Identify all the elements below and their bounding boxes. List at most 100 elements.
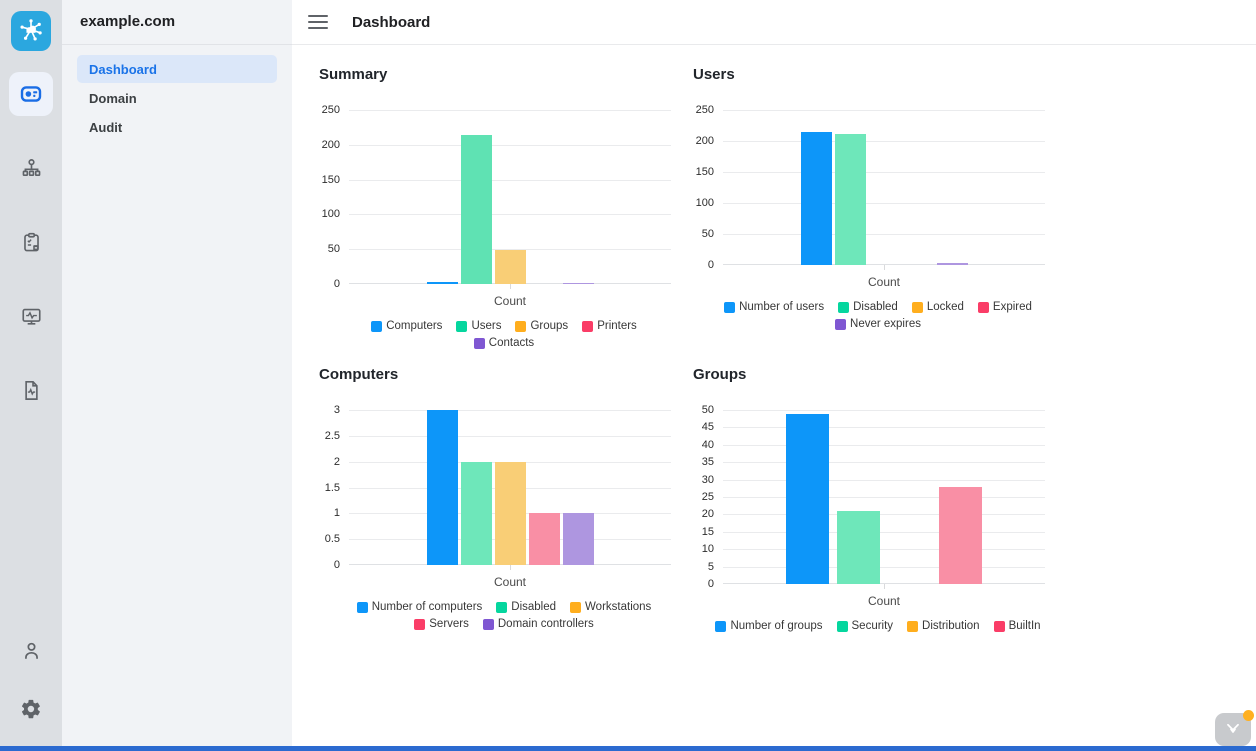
- legend-item-locked[interactable]: Locked: [911, 300, 964, 314]
- legend-item-servers[interactable]: Servers: [414, 617, 469, 631]
- legend-item-number-of-users[interactable]: Number of users: [724, 300, 824, 314]
- app-logo-button[interactable]: [11, 11, 51, 51]
- chart-legend: Number of users Disabled Locked Expired Neve…: [693, 300, 1045, 331]
- legend-item-expired[interactable]: Expired: [977, 300, 1032, 314]
- gridline: [723, 427, 1045, 429]
- legend-item-domain-controllers[interactable]: Domain controllers: [482, 617, 594, 631]
- y-axis-tick-label: 200: [321, 138, 340, 151]
- chart-title: Summary: [319, 66, 388, 83]
- legend-item-security[interactable]: Security: [836, 619, 894, 633]
- gridline: [349, 144, 671, 146]
- sidebar-nav: Dashboard Domain Audit: [62, 45, 292, 151]
- settings-button[interactable]: [18, 697, 44, 723]
- legend-item-contacts[interactable]: Contacts: [473, 336, 534, 350]
- bar-disabled[interactable]: [834, 134, 866, 265]
- file-activity-icon: [20, 379, 43, 402]
- bar-domain-controllers[interactable]: [562, 513, 594, 565]
- legend-label: Groups: [530, 320, 569, 332]
- bar-number-of-computers[interactable]: [426, 410, 458, 565]
- chart-groups: Groups 0 5 10 15 20 25 30 35 40 45 50 Count Number…: [693, 366, 1045, 633]
- chart-users: Users 0 50 100 150 200 250 Count Number of us…: [693, 66, 1045, 350]
- rail-bottom: [18, 639, 44, 723]
- chart-title: Computers: [319, 366, 399, 383]
- bar-servers[interactable]: [528, 513, 560, 565]
- gridline: [723, 531, 1045, 533]
- legend-swatch: [582, 320, 594, 332]
- legend-item-number-of-computers[interactable]: Number of computers: [356, 600, 482, 614]
- y-axis-tick-label: 5: [707, 560, 714, 573]
- gridline: [349, 435, 671, 437]
- x-axis-label: Count: [493, 575, 527, 589]
- chart-title: Groups: [693, 366, 747, 383]
- gridline: [723, 444, 1045, 446]
- sidebar-item-dashboard[interactable]: Dashboard: [77, 55, 277, 83]
- hamburger-icon[interactable]: [308, 14, 328, 30]
- user-account-button[interactable]: [18, 639, 44, 665]
- gridline: [723, 410, 1045, 411]
- charts-grid: Summary 0 50 100 150 200 250 Count Computers U…: [292, 45, 1256, 653]
- legend-item-never-expires[interactable]: Never expires: [835, 317, 921, 331]
- window-bottom-accent-bar: [0, 746, 1256, 751]
- bar-number-of-groups[interactable]: [786, 413, 829, 584]
- y-axis-tick-label: 20: [701, 508, 714, 521]
- legend-label: Users: [471, 320, 502, 332]
- bar-security[interactable]: [837, 510, 880, 584]
- legend-item-computers[interactable]: Computers: [371, 319, 442, 333]
- gridline: [723, 141, 1045, 142]
- legend-item-builtin[interactable]: BuiltIn: [993, 619, 1041, 633]
- legend-item-groups[interactable]: Groups: [515, 319, 568, 333]
- gridline: [723, 549, 1045, 551]
- plot-area: [349, 110, 671, 284]
- bar-number-of-users[interactable]: [800, 132, 832, 265]
- legend-label: Domain controllers: [497, 618, 594, 630]
- rail-item-directory-tree[interactable]: [9, 146, 53, 190]
- rail-item-dashboard[interactable]: [9, 72, 53, 116]
- bar-workstations[interactable]: [494, 461, 526, 565]
- x-axis-label: Count: [493, 294, 527, 308]
- legend-item-disabled[interactable]: Disabled: [496, 600, 556, 614]
- feedback-widget-button[interactable]: [1215, 710, 1254, 746]
- y-axis-tick-label: 2.5: [324, 429, 340, 442]
- bar-group: [723, 410, 1045, 584]
- chart-legend: Number of computers Disabled Workstations S…: [319, 600, 671, 631]
- bar-contacts[interactable]: [562, 282, 594, 284]
- y-axis-tick-label: 2: [333, 455, 340, 468]
- legend-swatch: [836, 620, 848, 632]
- legend-item-number-of-groups[interactable]: Number of groups: [715, 619, 823, 633]
- legend-label: Disabled: [511, 601, 557, 613]
- feedback-widget-icon: [1222, 717, 1244, 742]
- legend-label: Disabled: [853, 301, 898, 313]
- y-axis-tick-label: 30: [701, 473, 714, 486]
- gridline: [723, 110, 1045, 111]
- sidebar-item-domain[interactable]: Domain: [89, 90, 137, 106]
- gridline: [723, 234, 1045, 235]
- sidebar-item-audit[interactable]: Audit: [89, 119, 123, 135]
- y-axis-tick-label: 150: [321, 173, 340, 186]
- plot-area: [349, 410, 671, 565]
- bar-group: [723, 110, 1045, 265]
- bar-groups[interactable]: [494, 249, 526, 284]
- x-axis-tick: [883, 265, 885, 270]
- legend-item-users[interactable]: Users: [456, 319, 501, 333]
- gridline: [349, 214, 671, 216]
- rail-item-monitoring[interactable]: [9, 294, 53, 338]
- legend-item-distribution[interactable]: Distribution: [907, 619, 980, 633]
- bar-computers[interactable]: [426, 281, 458, 284]
- legend-label: Never expires: [850, 318, 921, 330]
- gridline: [723, 479, 1045, 481]
- bar-builtin[interactable]: [939, 486, 982, 584]
- y-axis-tick-label: 0.5: [324, 533, 340, 546]
- x-axis-tick: [883, 584, 885, 589]
- rail-item-reports[interactable]: [9, 220, 53, 264]
- legend-label: Locked: [926, 301, 964, 313]
- legend-item-printers[interactable]: Printers: [582, 319, 637, 333]
- y-axis-tick-label: 250: [695, 104, 714, 116]
- bar-disabled[interactable]: [460, 461, 492, 565]
- rail-item-logs[interactable]: [9, 368, 53, 412]
- legend-label: Security: [851, 620, 894, 632]
- legend-item-workstations[interactable]: Workstations: [570, 600, 651, 614]
- bar-users[interactable]: [460, 135, 492, 284]
- legend-swatch: [570, 601, 582, 613]
- bar-never-expires[interactable]: [936, 263, 968, 265]
- legend-item-disabled[interactable]: Disabled: [838, 300, 898, 314]
